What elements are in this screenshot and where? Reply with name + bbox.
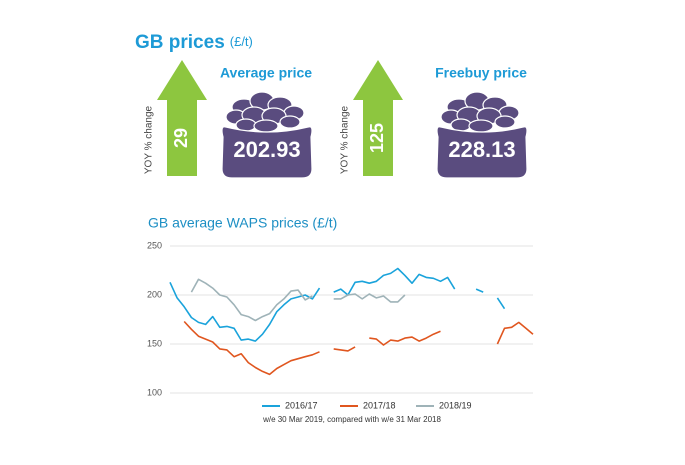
chart: 100 150 200 250 2016/17 2017/18 2018/19 w/e 30 … — [147, 240, 534, 424]
chart-caption: w/e 30 Mar 2019, compared with w/e 31 Ma… — [262, 415, 441, 424]
yoy-arrow — [157, 60, 207, 176]
price-value: 202.93 — [233, 137, 300, 162]
y-tick-label: 100 — [147, 387, 162, 397]
sack-body — [221, 126, 313, 179]
y-tick-label: 200 — [147, 289, 162, 299]
series-line — [190, 278, 406, 322]
potato — [279, 115, 301, 129]
series-line — [169, 267, 506, 342]
potato — [494, 115, 516, 129]
yoy-value: 125 — [367, 123, 387, 153]
series-line — [183, 320, 534, 376]
price-label: Average price — [220, 65, 312, 81]
price-label: Freebuy price — [435, 65, 527, 81]
price-value: 228.13 — [448, 137, 515, 162]
y-tick-label: 250 — [147, 240, 162, 250]
cards: 29 YOY % change Average price 202.93 125 YOY … — [144, 60, 528, 179]
legend-label: 2017/18 — [363, 400, 396, 410]
potato — [253, 119, 279, 133]
yoy-value: 29 — [171, 128, 191, 148]
yoy-arrow — [353, 60, 403, 176]
legend-label: 2018/19 — [439, 400, 472, 410]
title-text: GB prices — [135, 32, 225, 53]
legend-label: 2016/17 — [285, 400, 318, 410]
price-sack: 202.93 — [221, 91, 313, 179]
potato — [468, 119, 494, 133]
price-sack: 228.13 — [436, 91, 528, 179]
title-unit: (£/t) — [230, 34, 253, 49]
yoy-label: YOY % change — [144, 105, 155, 174]
chart-title: GB average WAPS prices (£/t) — [148, 215, 337, 231]
y-tick-label: 150 — [147, 338, 162, 348]
sack-body — [436, 126, 528, 179]
page-title: GB prices (£/t) — [135, 32, 253, 53]
yoy-label: YOY % change — [340, 105, 351, 174]
